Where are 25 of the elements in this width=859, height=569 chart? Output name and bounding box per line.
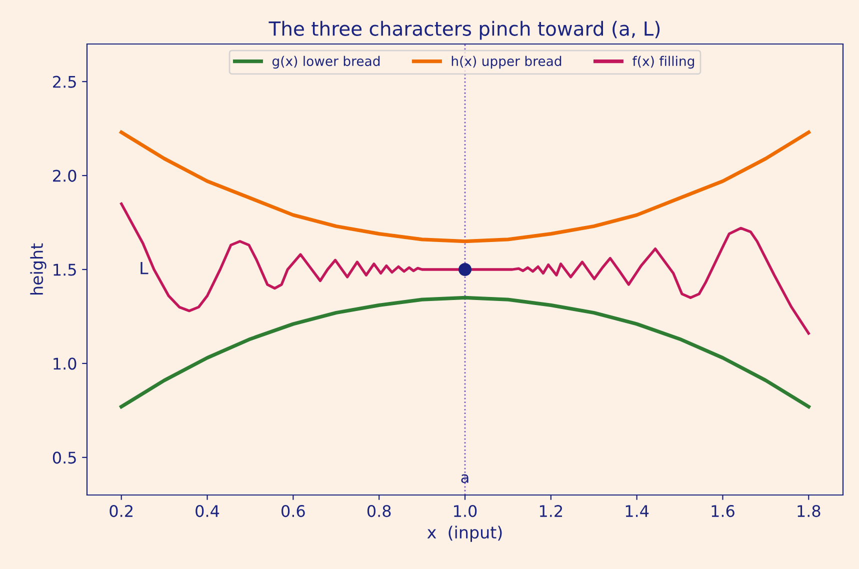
x-tick-label: 1.8 <box>798 505 820 518</box>
chart-title: The three characters pinch toward (a, L) <box>268 20 660 40</box>
x-tick-label: 1.0 <box>454 505 477 518</box>
x-tick-label: 1.4 <box>626 505 649 517</box>
line-series <box>120 130 810 244</box>
y-tick-label: 0.5 <box>52 452 76 464</box>
line-series <box>120 202 810 335</box>
legend-label: g(x) lower bread <box>272 56 380 69</box>
y-tick-label: 2.5 <box>53 76 76 88</box>
x-tick-label: 1.6 <box>712 505 734 518</box>
x-axis-title: x (input) <box>427 526 502 542</box>
y-tick-label: 1.0 <box>54 358 76 370</box>
x-tick-label: 0.2 <box>110 505 132 518</box>
ref-line-label: a <box>461 474 468 484</box>
x-tick-label: 0.4 <box>196 505 220 518</box>
x-tick-label: 0.6 <box>282 505 305 518</box>
y-tick-label: 1.5 <box>54 264 76 276</box>
legend-label: h(x) upper bread <box>452 56 562 69</box>
x-tick-label: 0.8 <box>367 505 391 518</box>
x-tick-label: 1.2 <box>540 505 562 517</box>
y-tick-label: 2.0 <box>53 170 76 182</box>
legend-label: f(x) filling <box>632 56 694 69</box>
annotation: L <box>140 262 148 274</box>
line-series <box>120 296 810 408</box>
y-axis-title: height <box>30 243 46 295</box>
